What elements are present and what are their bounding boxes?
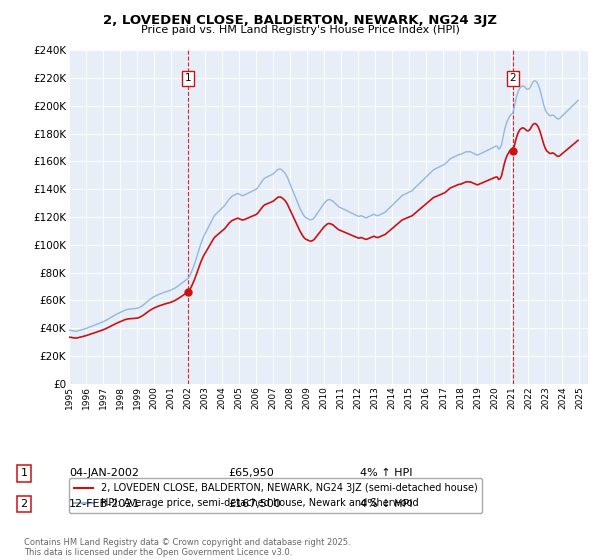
Legend: 2, LOVEDEN CLOSE, BALDERTON, NEWARK, NG24 3JZ (semi-detached house), HPI: Averag: 2, LOVEDEN CLOSE, BALDERTON, NEWARK, NG2… [68, 478, 482, 513]
Text: Price paid vs. HM Land Registry's House Price Index (HPI): Price paid vs. HM Land Registry's House … [140, 25, 460, 35]
Text: 2: 2 [509, 73, 516, 83]
Text: 12-FEB-2021: 12-FEB-2021 [69, 499, 140, 509]
Text: 1: 1 [185, 73, 191, 83]
Text: Contains HM Land Registry data © Crown copyright and database right 2025.
This d: Contains HM Land Registry data © Crown c… [24, 538, 350, 557]
Text: 2: 2 [20, 499, 28, 509]
Text: 2, LOVEDEN CLOSE, BALDERTON, NEWARK, NG24 3JZ: 2, LOVEDEN CLOSE, BALDERTON, NEWARK, NG2… [103, 14, 497, 27]
Text: 4% ↓ HPI: 4% ↓ HPI [360, 499, 413, 509]
Text: £65,950: £65,950 [228, 468, 274, 478]
Text: 4% ↑ HPI: 4% ↑ HPI [360, 468, 413, 478]
Text: 04-JAN-2002: 04-JAN-2002 [69, 468, 139, 478]
Text: £167,500: £167,500 [228, 499, 281, 509]
Text: 1: 1 [20, 468, 28, 478]
